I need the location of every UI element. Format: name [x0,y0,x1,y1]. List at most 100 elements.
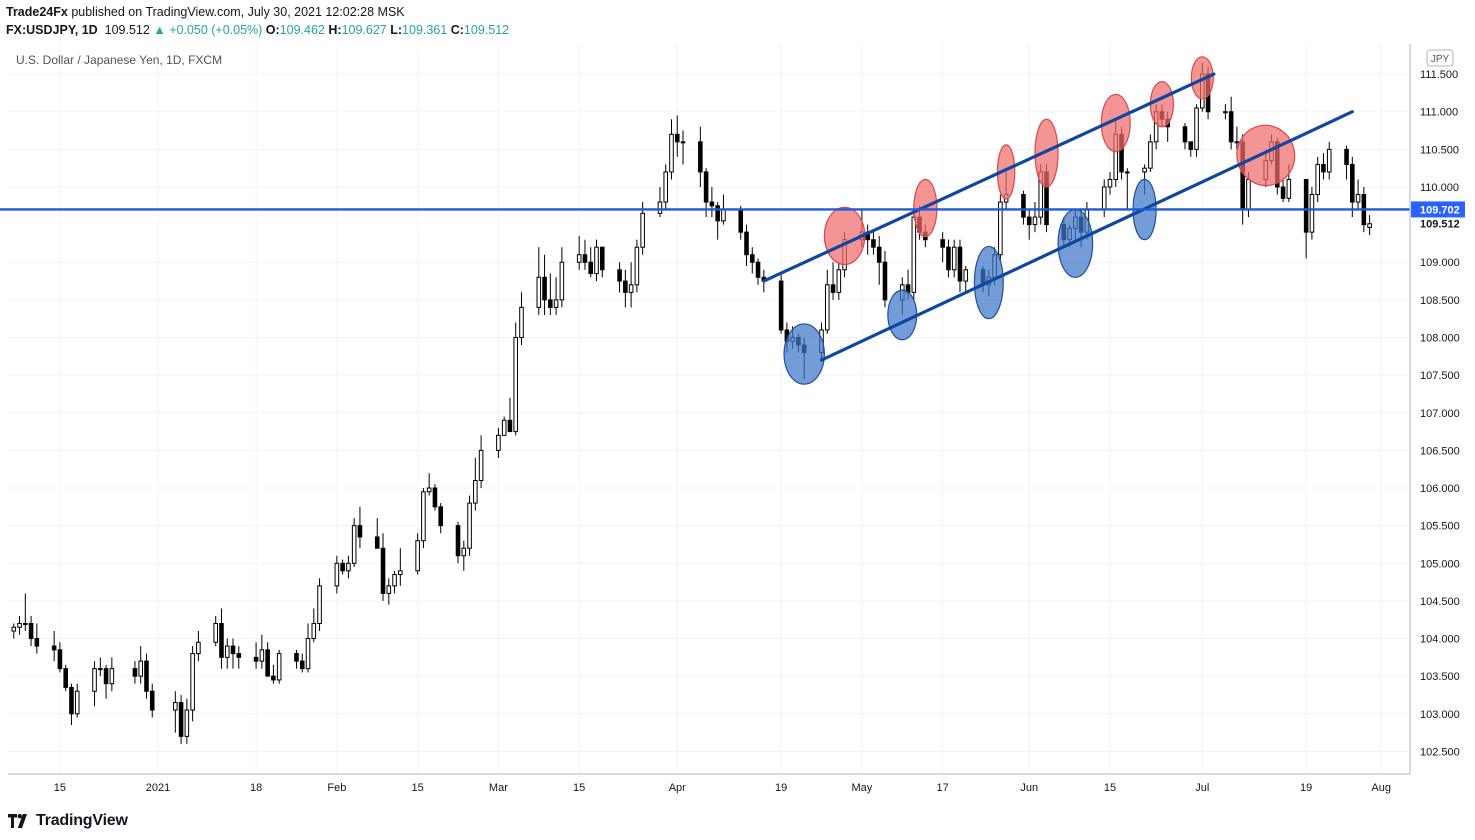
candle [173,702,178,711]
channel-upper-line[interactable] [762,72,1216,283]
chart-legend: U.S. Dollar / Japanese Yen, 1D, FXCM [16,53,223,67]
candle [882,261,888,301]
candle [998,201,1003,256]
candle [1142,167,1147,173]
candle [415,540,420,572]
support-price-label: 109.702 [1420,204,1460,216]
price-tick-label: 109.000 [1420,257,1460,269]
candle [461,547,467,557]
candle [98,668,103,671]
candle [715,205,720,222]
price-tick-label: 104.000 [1420,634,1460,646]
candle [634,246,640,286]
candle [178,702,184,737]
candle [1315,163,1320,196]
candle [1234,141,1240,144]
candle [299,660,305,670]
price-tick-label: 103.000 [1420,709,1460,721]
candle [63,668,68,688]
currency-badge[interactable] [1426,49,1454,67]
candle [911,216,917,293]
candle [386,585,392,594]
price-tick-label: 108.500 [1420,295,1460,307]
time-tick-label: Jun [1020,782,1038,794]
candle [738,209,744,233]
time-tick-label: Aug [1371,782,1391,794]
author-name[interactable]: Trade24Fx [6,5,68,19]
swing-high-highlight[interactable] [1149,81,1175,128]
price-tick-label: 103.500 [1420,671,1460,683]
candle [92,668,97,692]
high-value: 109.627 [341,23,387,37]
candle [103,668,109,685]
time-tick-label: Jul [1195,782,1209,794]
swing-low-highlight[interactable] [887,289,918,341]
time-tick-label: 19 [1300,782,1312,794]
chart-area[interactable]: 102.500 103.000 103.500 104.000 104.500 105.0… [0,44,1475,804]
candle [1032,216,1038,226]
tradingview-logo[interactable]: TradingView [8,812,128,830]
swing-low-highlight[interactable] [783,323,825,385]
candle [623,280,628,293]
candle [721,209,726,222]
candle [1107,178,1113,188]
swing-high-highlight[interactable] [1100,93,1131,153]
candle [507,419,513,433]
candle [28,622,34,640]
candle [582,254,588,263]
candle [1303,178,1309,233]
candle [830,284,836,293]
candle [109,668,115,685]
candle [74,690,80,715]
candle [778,280,784,331]
candle [398,570,403,576]
channel-lower-line[interactable] [819,110,1354,362]
close-value: 109.512 [463,23,510,37]
candle [1223,111,1228,114]
swing-low-highlight[interactable] [1057,208,1094,278]
swing-high-highlight[interactable] [1231,120,1300,191]
price-tick-label: 108.000 [1420,333,1460,345]
candle [1188,141,1194,150]
candle [576,254,582,263]
time-tick-label: 15 [1104,782,1116,794]
price-tick-label: 105.000 [1420,558,1460,570]
candle [392,574,397,587]
candle [755,261,761,278]
open-value: 109.462 [279,23,325,37]
swing-high-highlight[interactable] [1034,118,1059,188]
candle [213,622,218,643]
candle [380,547,386,594]
candle [196,641,201,655]
candle [17,622,22,628]
candle [1309,194,1315,233]
candle [421,491,426,542]
candle [271,675,276,681]
candle [871,239,876,248]
candle [542,276,547,301]
candle [138,660,143,677]
price-tick-label: 106.000 [1420,483,1460,495]
time-tick-label: 15 [573,782,585,794]
candle [617,269,622,282]
change-up-icon: ▲ [153,23,166,37]
time-tick-label: 15 [412,782,424,794]
candle [184,709,190,737]
candle [149,690,155,711]
candle [317,585,322,624]
time-tick-label: Apr [669,782,686,794]
candle [824,284,830,331]
price-chart[interactable]: 102.500 103.000 103.500 104.000 104.500 105.0… [0,44,1475,804]
candle [351,525,357,564]
drawings[interactable] [0,56,1410,385]
candle [628,284,634,293]
candle [1326,148,1332,173]
candle [1246,178,1251,211]
time-tick-label: 19 [775,782,787,794]
price-tick-label: 110.000 [1420,182,1459,194]
candle [346,562,351,572]
close-label: C: [450,23,464,37]
publish-text: published on TradingView.com, July 30, 2… [67,5,405,19]
candles [11,62,1372,744]
candle [51,645,57,651]
